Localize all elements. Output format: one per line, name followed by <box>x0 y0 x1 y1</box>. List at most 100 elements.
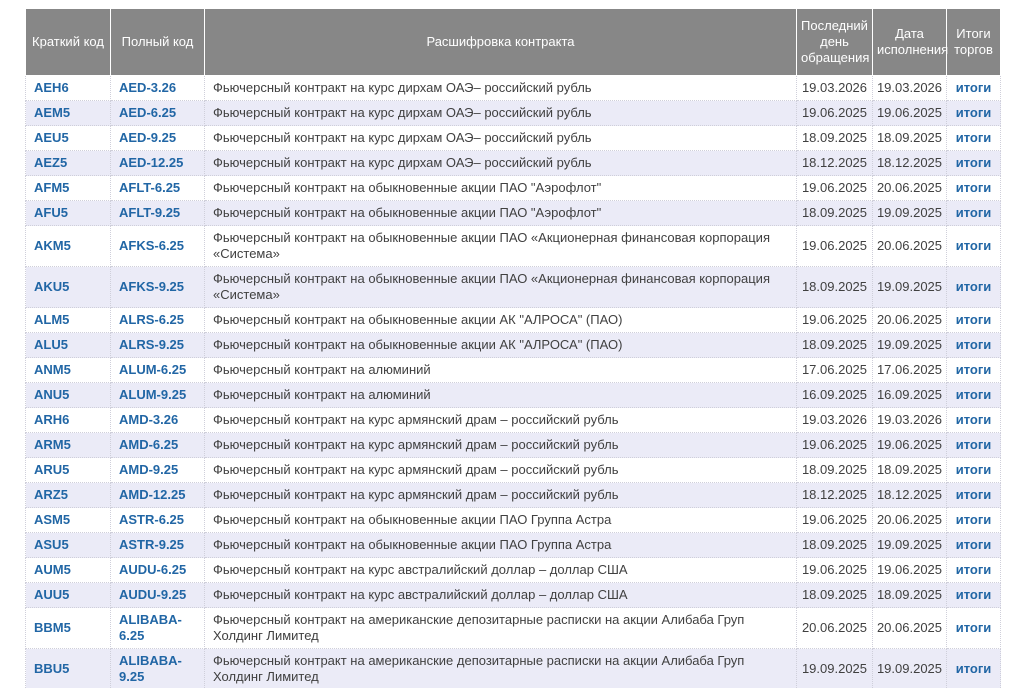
short-code-link[interactable]: ALM5 <box>34 312 70 327</box>
execution-date: 19.03.2026 <box>872 407 947 433</box>
table-header: Краткий код Полный код Расшифровка контр… <box>25 8 1001 76</box>
short-code-link[interactable]: AKU5 <box>34 279 70 294</box>
full-code-link[interactable]: AFKS-9.25 <box>119 279 185 294</box>
full-code-link[interactable]: ALUM-9.25 <box>119 387 187 402</box>
short-code-link[interactable]: ANM5 <box>34 362 71 377</box>
short-code-link[interactable]: AFM5 <box>34 180 70 195</box>
full-code-link[interactable]: AUDU-9.25 <box>119 587 187 602</box>
short-code-link[interactable]: AUU5 <box>34 587 70 602</box>
execution-date: 18.12.2025 <box>872 150 947 176</box>
contract-description: Фьючерсный контракт на курс дирхам ОАЭ– … <box>204 75 797 101</box>
full-code-link[interactable]: AED-6.25 <box>119 105 177 120</box>
short-code-link[interactable]: ANU5 <box>34 387 70 402</box>
execution-date: 20.06.2025 <box>872 607 947 649</box>
full-code-link[interactable]: AMD-12.25 <box>119 487 186 502</box>
results-link[interactable]: итоги <box>955 487 992 502</box>
full-code-link[interactable]: AED-3.26 <box>119 80 177 95</box>
full-code-link[interactable]: AMD-9.25 <box>119 462 179 477</box>
execution-date: 19.09.2025 <box>872 266 947 308</box>
results-link[interactable]: итоги <box>955 587 992 602</box>
results-link[interactable]: итоги <box>955 562 992 577</box>
col-header-description: Расшифровка контракта <box>204 8 797 76</box>
results-link[interactable]: итоги <box>955 205 992 220</box>
full-code-link[interactable]: ALIBABA-6.25 <box>119 612 182 643</box>
last-trading-day: 19.06.2025 <box>796 432 873 458</box>
results-link[interactable]: итоги <box>955 462 992 477</box>
header-row: Краткий код Полный код Расшифровка контр… <box>25 8 1001 76</box>
last-trading-day: 19.06.2025 <box>796 507 873 533</box>
short-code-link[interactable]: AEZ5 <box>34 155 68 170</box>
full-code-link[interactable]: ALUM-6.25 <box>119 362 187 377</box>
col-header-full-code: Полный код <box>110 8 205 76</box>
short-code-link[interactable]: AEM5 <box>34 105 71 120</box>
contract-description: Фьючерсный контракт на курс дирхам ОАЭ– … <box>204 125 797 151</box>
results-link[interactable]: итоги <box>955 537 992 552</box>
contract-description: Фьючерсный контракт на американские депо… <box>204 648 797 688</box>
contract-description: Фьючерсный контракт на обыкновенные акци… <box>204 225 797 267</box>
results-link[interactable]: итоги <box>955 620 992 635</box>
col-header-exec-date: Дата исполнения <box>872 8 948 76</box>
full-code-link[interactable]: AMD-3.26 <box>119 412 179 427</box>
execution-date: 20.06.2025 <box>872 175 947 201</box>
table-row: BBM5 ALIBABA-6.25 Фьючерсный контракт на… <box>25 607 1001 649</box>
results-link[interactable]: итоги <box>955 180 992 195</box>
full-code-link[interactable]: AED-12.25 <box>119 155 184 170</box>
execution-date: 18.12.2025 <box>872 482 947 508</box>
short-code-link[interactable]: ARM5 <box>34 437 71 452</box>
results-link[interactable]: итоги <box>955 80 992 95</box>
results-link[interactable]: итоги <box>955 512 992 527</box>
full-code-link[interactable]: AMD-6.25 <box>119 437 179 452</box>
results-link[interactable]: итоги <box>955 437 992 452</box>
full-code-link[interactable]: ALRS-9.25 <box>119 337 185 352</box>
full-code-link[interactable]: AFKS-6.25 <box>119 238 185 253</box>
results-link[interactable]: итоги <box>955 337 992 352</box>
full-code-link[interactable]: ALRS-6.25 <box>119 312 185 327</box>
short-code-link[interactable]: ALU5 <box>34 337 68 352</box>
short-code-link[interactable]: BBM5 <box>34 620 71 635</box>
last-trading-day: 18.09.2025 <box>796 532 873 558</box>
results-link[interactable]: итоги <box>955 279 992 294</box>
table-row: ALU5 ALRS-9.25 Фьючерсный контракт на об… <box>25 332 1001 358</box>
col-header-short-code: Краткий код <box>25 8 111 76</box>
contracts-tbody: AEH6 AED-3.26 Фьючерсный контракт на кур… <box>25 75 1001 688</box>
short-code-link[interactable]: AEH6 <box>34 80 69 95</box>
short-code-link[interactable]: ARU5 <box>34 462 70 477</box>
short-code-link[interactable]: ASM5 <box>34 512 71 527</box>
results-link[interactable]: итоги <box>955 312 992 327</box>
full-code-link[interactable]: AED-9.25 <box>119 130 177 145</box>
last-trading-day: 19.06.2025 <box>796 100 873 126</box>
table-row: ALM5 ALRS-6.25 Фьючерсный контракт на об… <box>25 307 1001 333</box>
short-code-link[interactable]: AEU5 <box>34 130 69 145</box>
last-trading-day: 18.12.2025 <box>796 150 873 176</box>
short-code-link[interactable]: ARH6 <box>34 412 70 427</box>
execution-date: 16.09.2025 <box>872 382 947 408</box>
contract-description: Фьючерсный контракт на курс армянский др… <box>204 407 797 433</box>
last-trading-day: 18.09.2025 <box>796 582 873 608</box>
short-code-link[interactable]: AKM5 <box>34 238 71 253</box>
full-code-link[interactable]: AFLT-6.25 <box>119 180 181 195</box>
results-link[interactable]: итоги <box>955 387 992 402</box>
results-link[interactable]: итоги <box>955 362 992 377</box>
full-code-link[interactable]: AUDU-6.25 <box>119 562 187 577</box>
full-code-link[interactable]: ASTR-9.25 <box>119 537 185 552</box>
execution-date: 17.06.2025 <box>872 357 947 383</box>
short-code-link[interactable]: ARZ5 <box>34 487 68 502</box>
last-trading-day: 18.09.2025 <box>796 200 873 226</box>
full-code-link[interactable]: ASTR-6.25 <box>119 512 185 527</box>
results-link[interactable]: итоги <box>955 155 992 170</box>
results-link[interactable]: итоги <box>955 105 992 120</box>
last-trading-day: 18.12.2025 <box>796 482 873 508</box>
full-code-link[interactable]: ALIBABA-9.25 <box>119 653 182 684</box>
execution-date: 20.06.2025 <box>872 507 947 533</box>
results-link[interactable]: итоги <box>955 130 992 145</box>
results-link[interactable]: итоги <box>955 238 992 253</box>
results-link[interactable]: итоги <box>955 661 992 676</box>
short-code-link[interactable]: AUM5 <box>34 562 71 577</box>
short-code-link[interactable]: ASU5 <box>34 537 69 552</box>
table-row: ARU5 AMD-9.25 Фьючерсный контракт на кур… <box>25 457 1001 483</box>
contract-description: Фьючерсный контракт на обыкновенные акци… <box>204 332 797 358</box>
short-code-link[interactable]: BBU5 <box>34 661 70 676</box>
results-link[interactable]: итоги <box>955 412 992 427</box>
short-code-link[interactable]: AFU5 <box>34 205 68 220</box>
full-code-link[interactable]: AFLT-9.25 <box>119 205 181 220</box>
